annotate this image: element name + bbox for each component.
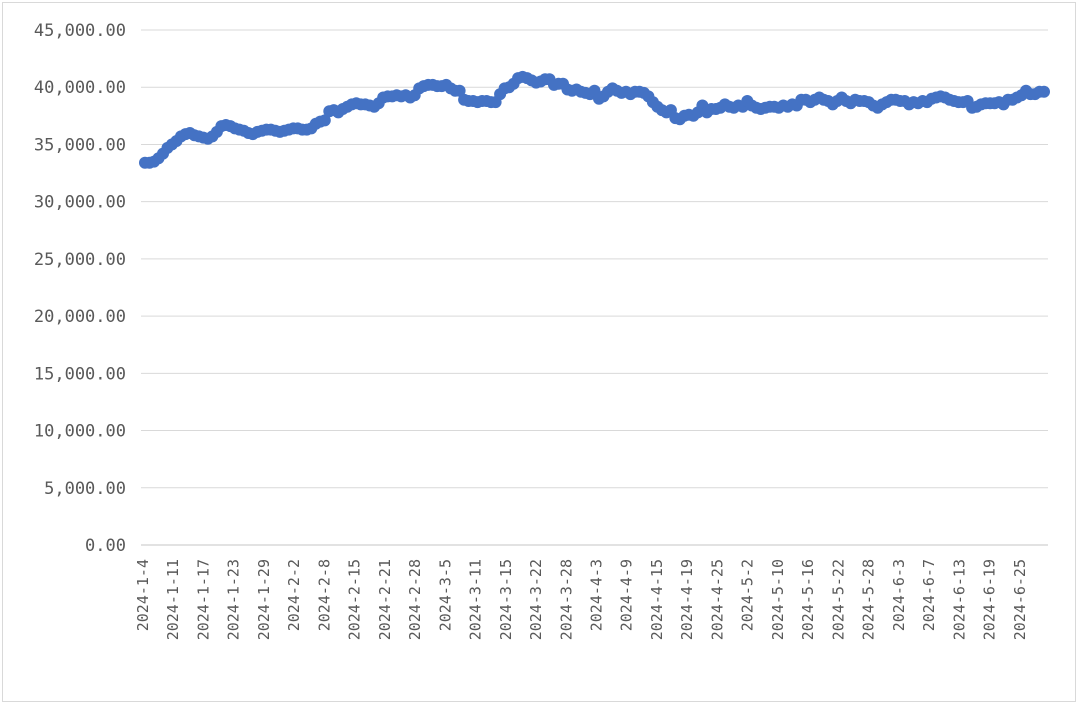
y-tick-label: 10,000.00 [34, 422, 126, 442]
x-tick-label: 2024-2-8 [315, 559, 333, 631]
x-tick-label: 2024-5-10 [769, 559, 787, 640]
x-tick-label: 2024-2-15 [346, 559, 364, 640]
x-axis-ticks: 2024-1-4 2024-1-11 2024-1-17 2024-1-23 2024-… [134, 559, 1029, 640]
x-tick-label: 2024-6-19 [981, 559, 999, 640]
x-tick-label: 2024-5-16 [799, 559, 817, 640]
x-tick-label: 2024-1-23 [225, 559, 243, 640]
x-tick-label: 2024-3-28 [557, 559, 575, 640]
x-tick-label: 2024-3-5 [436, 559, 454, 631]
y-tick-label: 20,000.00 [34, 307, 126, 327]
x-tick-label: 2024-6-7 [920, 559, 938, 631]
x-tick-label: 2024-4-9 [618, 559, 636, 631]
x-tick-label: 2024-3-15 [497, 559, 515, 640]
x-tick-label: 2024-3-11 [467, 559, 485, 640]
x-tick-label: 2024-1-17 [194, 559, 212, 640]
x-tick-label: 2024-4-25 [708, 559, 726, 640]
x-tick-label: 2024-5-22 [829, 559, 847, 640]
y-tick-label: 15,000.00 [34, 364, 126, 384]
y-tick-label: 45,000.00 [34, 21, 126, 41]
series [139, 70, 1050, 169]
y-tick-label: 0.00 [85, 536, 126, 556]
data-point [1038, 85, 1050, 98]
x-tick-label: 2024-6-3 [890, 559, 908, 631]
y-tick-label: 35,000.00 [34, 135, 126, 155]
x-tick-label: 2024-6-13 [950, 559, 968, 640]
x-tick-label: 2024-5-2 [739, 559, 757, 631]
data-point [318, 114, 331, 127]
y-tick-label: 30,000.00 [34, 193, 126, 213]
x-tick-label: 2024-3-22 [527, 559, 545, 640]
x-tick-label: 2024-6-25 [1011, 559, 1029, 640]
x-tick-label: 2024-4-3 [588, 559, 606, 631]
x-tick-label: 2024-2-28 [406, 559, 424, 640]
y-tick-label: 5,000.00 [44, 479, 126, 499]
x-tick-label: 2024-1-4 [134, 559, 152, 631]
y-tick-label: 25,000.00 [34, 250, 126, 270]
x-tick-label: 2024-5-28 [860, 559, 878, 640]
x-tick-label: 2024-2-2 [285, 559, 303, 631]
x-tick-label: 2024-1-11 [164, 559, 182, 640]
y-axis-ticks: 0.00 5,000.00 10,000.00 15,000.00 20,000.00 2… [34, 21, 126, 556]
x-tick-label: 2024-4-19 [678, 559, 696, 640]
x-tick-label: 2024-2-21 [376, 559, 394, 640]
x-tick-label: 2024-1-29 [255, 559, 273, 640]
data-point [453, 84, 466, 97]
x-tick-label: 2024-4-15 [648, 559, 666, 640]
y-tick-label: 40,000.00 [34, 78, 126, 98]
